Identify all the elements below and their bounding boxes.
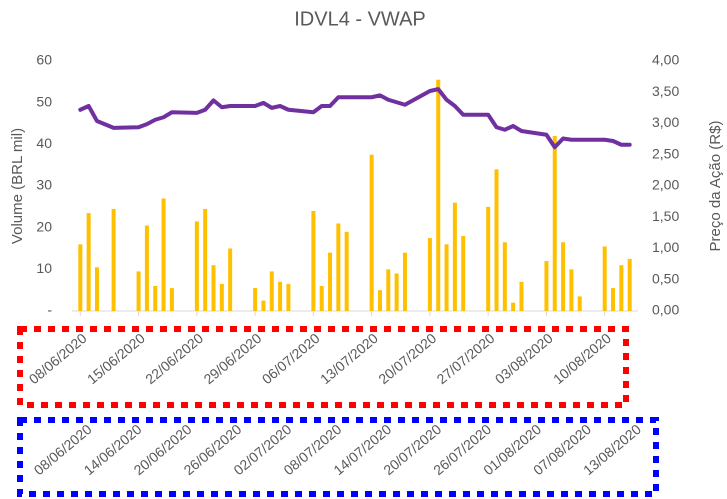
volume-bar <box>278 281 283 311</box>
volume-bar <box>169 288 174 311</box>
volume-bar <box>402 252 407 311</box>
vwap-line <box>78 87 632 150</box>
volume-bar <box>328 252 333 311</box>
y2-tick-label: 1,50 <box>652 208 679 224</box>
volume-bar <box>219 283 224 311</box>
volume-bar <box>144 225 149 311</box>
volume-bar <box>544 261 549 311</box>
volume-bar <box>386 269 391 311</box>
volume-bar <box>577 296 582 311</box>
volume-bar <box>253 288 258 311</box>
y2-tick-label: 0,00 <box>652 302 679 318</box>
y-tick-label: 40 <box>36 135 52 151</box>
volume-bar <box>269 271 274 311</box>
volume-bar <box>436 79 441 311</box>
y2-tick-label: 2,50 <box>652 145 679 161</box>
chart-title: IDVL4 - VWAP <box>294 8 426 30</box>
volume-bar <box>561 242 566 311</box>
volume-bar <box>569 269 574 311</box>
volume-bar <box>94 267 99 311</box>
volume-bar <box>519 281 524 311</box>
y2-tick-label: 4,00 <box>652 52 679 68</box>
y-tick-label: 50 <box>36 93 52 109</box>
volume-bar <box>286 283 291 311</box>
volume-bar <box>427 238 432 311</box>
volume-bar <box>336 223 341 311</box>
volume-bar <box>78 244 83 311</box>
volume-bar <box>344 231 349 311</box>
y2-tick-label: 2,00 <box>652 177 679 193</box>
volume-bar <box>211 265 216 311</box>
volume-bar <box>627 258 632 311</box>
volume-bar <box>494 169 499 311</box>
volume-bar <box>452 202 457 311</box>
y2-tick-label: 1,00 <box>652 239 679 255</box>
y-tick-label: 30 <box>36 177 52 193</box>
volume-bar <box>502 242 507 311</box>
y2-tick-label: 3,00 <box>652 114 679 130</box>
volume-bar <box>552 136 557 311</box>
blue-dashed-box <box>17 417 659 497</box>
y2-tick-label: 0,50 <box>652 270 679 286</box>
volume-bar <box>619 265 624 311</box>
volume-bar <box>511 302 516 311</box>
volume-bar <box>86 213 91 311</box>
volume-bar <box>369 154 374 311</box>
y-tick-label: 20 <box>36 218 52 234</box>
volume-bar <box>319 286 324 311</box>
red-dashed-box <box>17 326 629 408</box>
volume-bar <box>228 248 233 311</box>
volume-bar <box>153 286 158 311</box>
y2-tick-label: 3,50 <box>652 83 679 99</box>
volume-bar <box>602 246 607 311</box>
volume-bar <box>444 244 449 311</box>
volume-bar <box>377 290 382 311</box>
volume-bar <box>261 300 266 311</box>
y-tick-label: 10 <box>36 260 52 276</box>
y-axis-title: Volume (BRL mil) <box>9 128 26 244</box>
volume-bar <box>161 198 166 311</box>
volume-bar <box>136 271 141 311</box>
y-tick-label: 60 <box>36 52 52 68</box>
y-tick-label: - <box>47 302 52 318</box>
volume-bar <box>461 236 466 311</box>
volume-bar <box>486 206 491 311</box>
volume-bar <box>611 288 616 311</box>
volume-bar <box>194 221 199 311</box>
volume-bar <box>394 273 399 311</box>
volume-bar <box>311 211 316 311</box>
volume-bar <box>203 208 208 311</box>
volume-bar <box>111 208 116 311</box>
y2-axis-title: Preço da Ação (R$) <box>707 121 724 252</box>
